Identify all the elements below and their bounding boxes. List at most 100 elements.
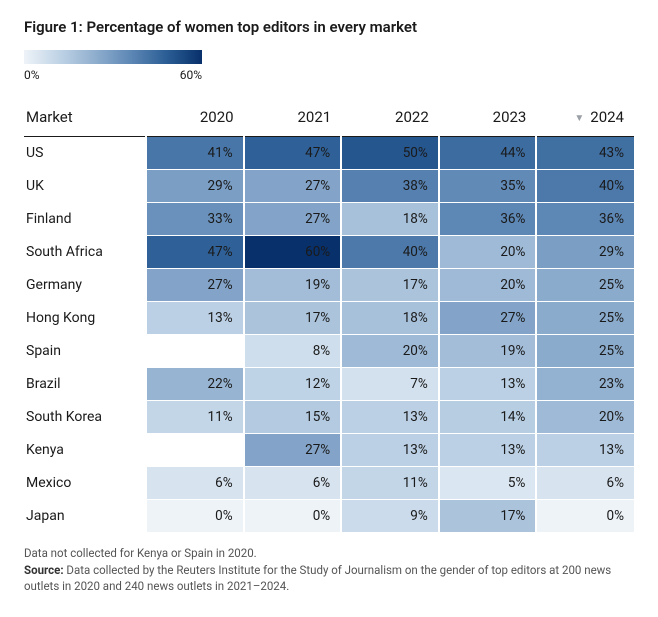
value-cell: 27% bbox=[244, 203, 342, 236]
table-row: UK29%27%38%35%40% bbox=[24, 170, 634, 203]
value-cell: 27% bbox=[244, 170, 342, 203]
table-row: South Korea11%15%13%14%20% bbox=[24, 401, 634, 434]
table-row: Mexico6%6%11%5%6% bbox=[24, 467, 634, 500]
market-cell: Brazil bbox=[24, 368, 146, 401]
column-header-market[interactable]: Market bbox=[24, 102, 146, 137]
market-cell: Germany bbox=[24, 269, 146, 302]
market-cell: Mexico bbox=[24, 467, 146, 500]
value-cell: 20% bbox=[439, 269, 537, 302]
value-cell: 25% bbox=[536, 269, 634, 302]
value-cell: 27% bbox=[244, 434, 342, 467]
value-cell: 13% bbox=[439, 434, 537, 467]
sort-caret-icon: ▼ bbox=[574, 113, 584, 124]
table-row: Brazil22%12%7%13%23% bbox=[24, 368, 634, 401]
legend-gradient-bar bbox=[24, 50, 202, 64]
value-cell bbox=[146, 434, 244, 467]
legend-min-label: 0% bbox=[24, 68, 40, 82]
value-cell: 13% bbox=[536, 434, 634, 467]
column-header-year-2021[interactable]: 2021 bbox=[244, 102, 342, 137]
value-cell: 8% bbox=[244, 335, 342, 368]
value-cell: 19% bbox=[244, 269, 342, 302]
figure-title: Figure 1: Percentage of women top editor… bbox=[24, 18, 634, 36]
value-cell: 23% bbox=[536, 368, 634, 401]
table-row: Hong Kong13%17%18%27%25% bbox=[24, 302, 634, 335]
value-cell: 47% bbox=[244, 137, 342, 170]
market-cell: Kenya bbox=[24, 434, 146, 467]
market-cell: South Africa bbox=[24, 236, 146, 269]
table-row: South Africa47%60%40%20%29% bbox=[24, 236, 634, 269]
value-cell: 13% bbox=[341, 401, 439, 434]
value-cell: 36% bbox=[536, 203, 634, 236]
footnotes: Data not collected for Kenya or Spain in… bbox=[24, 545, 634, 595]
table-row: Kenya27%13%13%13% bbox=[24, 434, 634, 467]
value-cell: 0% bbox=[536, 500, 634, 533]
value-cell: 13% bbox=[341, 434, 439, 467]
column-header-year-2023[interactable]: 2023 bbox=[439, 102, 537, 137]
source-label: Source: bbox=[24, 563, 64, 577]
value-cell: 40% bbox=[341, 236, 439, 269]
value-cell: 27% bbox=[439, 302, 537, 335]
value-cell bbox=[146, 335, 244, 368]
legend-max-label: 60% bbox=[180, 68, 202, 82]
market-cell: Spain bbox=[24, 335, 146, 368]
value-cell: 20% bbox=[536, 401, 634, 434]
value-cell: 29% bbox=[146, 170, 244, 203]
value-cell: 14% bbox=[439, 401, 537, 434]
value-cell: 22% bbox=[146, 368, 244, 401]
market-cell: Finland bbox=[24, 203, 146, 236]
market-cell: UK bbox=[24, 170, 146, 203]
value-cell: 38% bbox=[341, 170, 439, 203]
table-row: US41%47%50%44%43% bbox=[24, 137, 634, 170]
value-cell: 13% bbox=[439, 368, 537, 401]
value-cell: 9% bbox=[341, 500, 439, 533]
value-cell: 19% bbox=[439, 335, 537, 368]
value-cell: 35% bbox=[439, 170, 537, 203]
value-cell: 0% bbox=[146, 500, 244, 533]
table-body: US41%47%50%44%43%UK29%27%38%35%40%Finlan… bbox=[24, 137, 634, 533]
value-cell: 15% bbox=[244, 401, 342, 434]
value-cell: 11% bbox=[146, 401, 244, 434]
value-cell: 12% bbox=[244, 368, 342, 401]
value-cell: 20% bbox=[439, 236, 537, 269]
value-cell: 25% bbox=[536, 335, 634, 368]
value-cell: 36% bbox=[439, 203, 537, 236]
value-cell: 60% bbox=[244, 236, 342, 269]
market-cell: US bbox=[24, 137, 146, 170]
market-cell: Japan bbox=[24, 500, 146, 533]
column-header-year-2024[interactable]: ▼2024 bbox=[536, 102, 634, 137]
value-cell: 43% bbox=[536, 137, 634, 170]
value-cell: 17% bbox=[341, 269, 439, 302]
value-cell: 25% bbox=[536, 302, 634, 335]
market-cell: Hong Kong bbox=[24, 302, 146, 335]
table-header-row: Market2020202120222023▼2024 bbox=[24, 102, 634, 137]
value-cell: 17% bbox=[244, 302, 342, 335]
value-cell: 17% bbox=[439, 500, 537, 533]
table-row: Germany27%19%17%20%25% bbox=[24, 269, 634, 302]
table-row: Spain 8%20%19%25% bbox=[24, 335, 634, 368]
value-cell: 27% bbox=[146, 269, 244, 302]
value-cell: 47% bbox=[146, 236, 244, 269]
value-cell: 7% bbox=[341, 368, 439, 401]
table-row: Japan0%0%9%17%0% bbox=[24, 500, 634, 533]
value-cell: 40% bbox=[536, 170, 634, 203]
value-cell: 18% bbox=[341, 302, 439, 335]
color-legend: 0% 60% bbox=[24, 50, 634, 82]
value-cell: 6% bbox=[146, 467, 244, 500]
column-header-year-2020[interactable]: 2020 bbox=[146, 102, 244, 137]
value-cell: 44% bbox=[439, 137, 537, 170]
market-cell: South Korea bbox=[24, 401, 146, 434]
value-cell: 20% bbox=[341, 335, 439, 368]
value-cell: 13% bbox=[146, 302, 244, 335]
value-cell: 5% bbox=[439, 467, 537, 500]
value-cell: 6% bbox=[536, 467, 634, 500]
table-row: Finland33%27%18%36%36% bbox=[24, 203, 634, 236]
value-cell: 29% bbox=[536, 236, 634, 269]
column-header-year-2022[interactable]: 2022 bbox=[341, 102, 439, 137]
value-cell: 41% bbox=[146, 137, 244, 170]
value-cell: 33% bbox=[146, 203, 244, 236]
value-cell: 0% bbox=[244, 500, 342, 533]
source-text: Data collected by the Reuters Institute … bbox=[24, 563, 611, 594]
value-cell: 18% bbox=[341, 203, 439, 236]
footnote-source: Source: Data collected by the Reuters In… bbox=[24, 562, 634, 595]
value-cell: 50% bbox=[341, 137, 439, 170]
